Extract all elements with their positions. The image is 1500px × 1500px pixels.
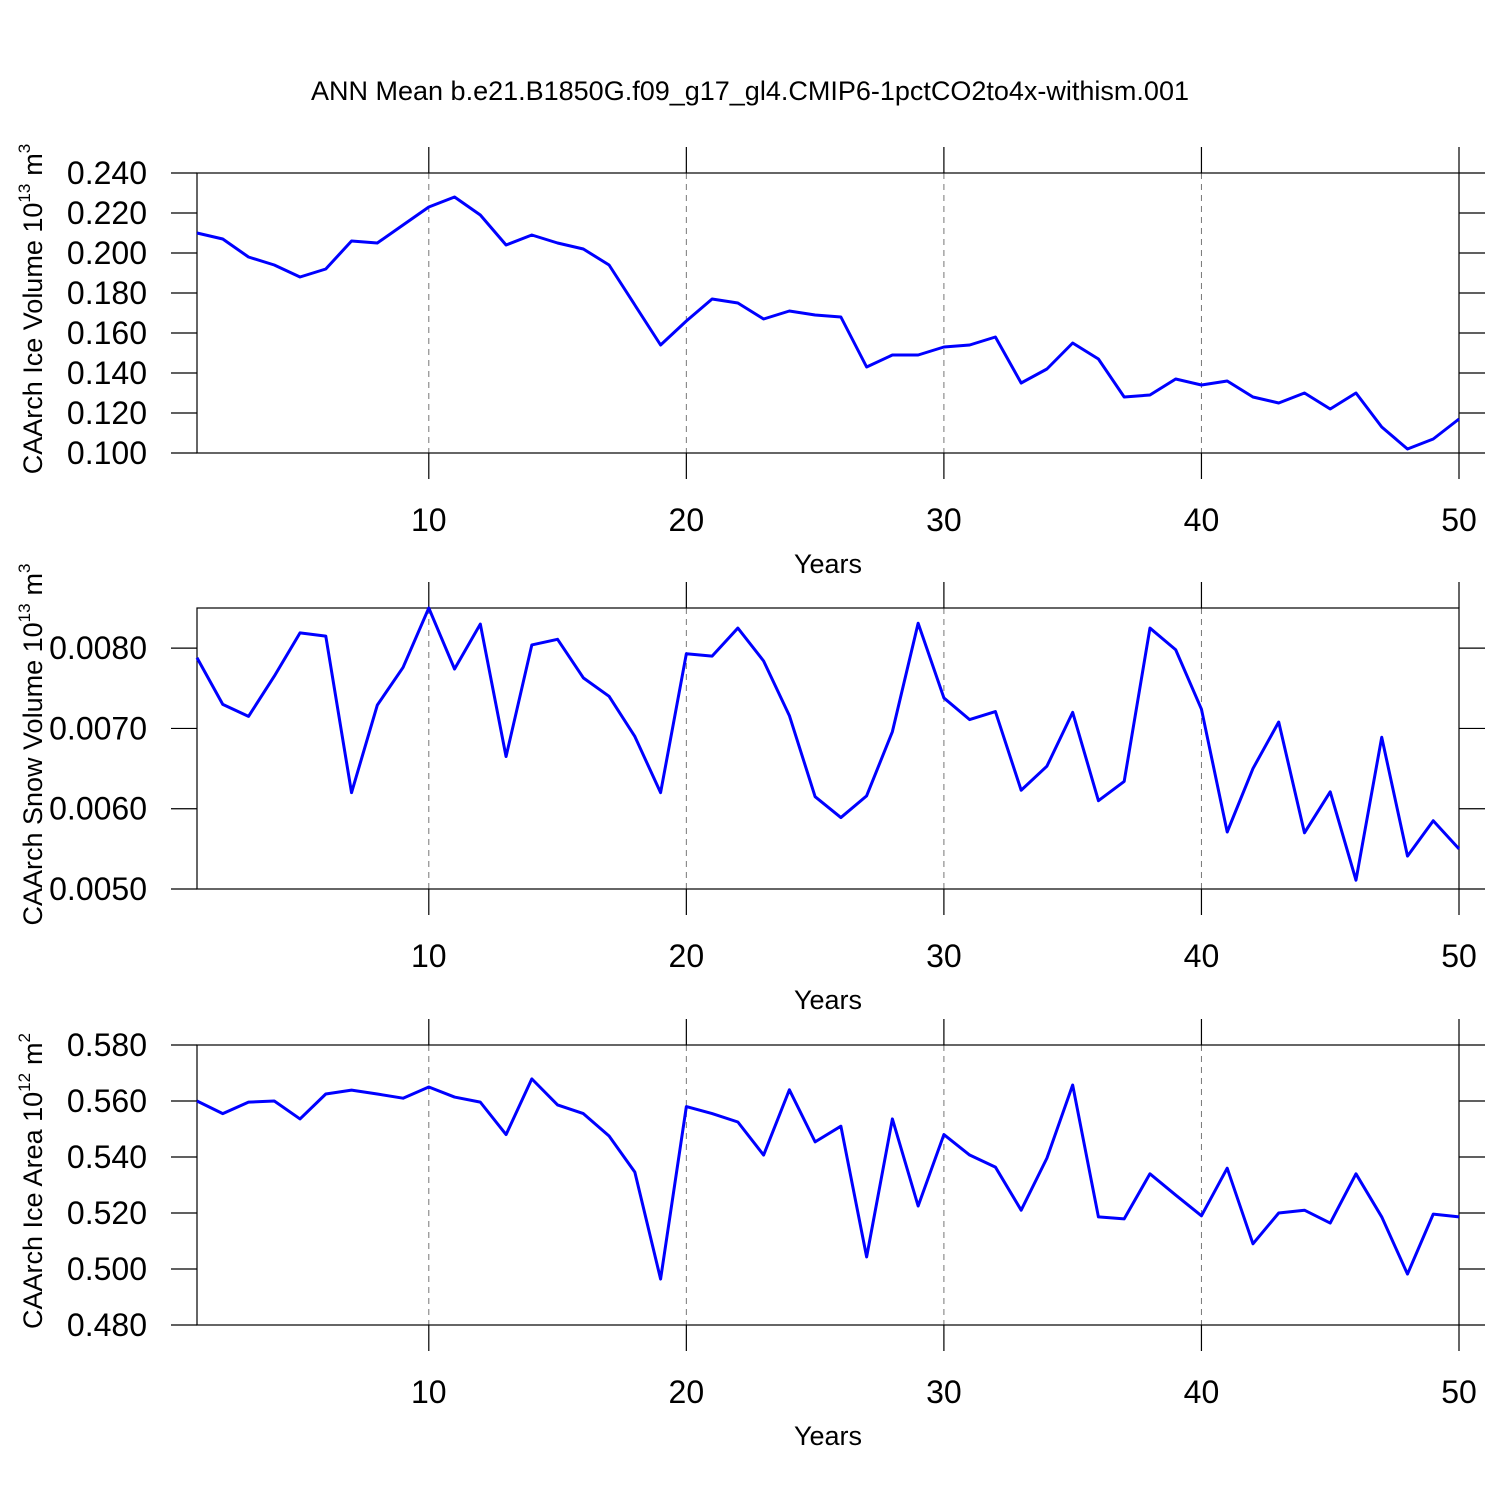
y-tick-label: 0.480 [67,1307,147,1343]
y-axis-label-text: CAArch Snow Volume 10 [18,622,48,925]
y-axis-label-text: CAArch Ice Volume 10 [18,203,48,475]
y-tick-label: 0.180 [67,275,147,311]
y-tick-label: 0.0080 [49,630,147,666]
y-tick-label: 0.520 [67,1195,147,1231]
plot-frame [196,172,1460,454]
x-tick-label: 10 [411,938,447,974]
x-axis-label: Years [794,549,862,579]
data-line [195,606,1461,882]
x-tick-label: 40 [1184,502,1220,538]
y-tick-label: 0.100 [67,435,147,471]
x-tick-label: 30 [926,1374,962,1410]
y-axis-label-unit-exponent: 3 [15,563,34,572]
y-tick-label: 0.540 [67,1139,147,1175]
y-axis-label-unit: m [18,573,48,596]
y-axis-label-text: CAArch Ice Area 10 [18,1092,48,1329]
x-tick-label: 10 [411,502,447,538]
x-tick-label: 20 [669,938,705,974]
y-tick-label: 0.580 [67,1027,147,1063]
y-axis-label-unit-exponent: 3 [15,144,34,153]
y-axis-label-unit: m [18,1042,48,1065]
x-tick-label: 40 [1184,1374,1220,1410]
plot-frame [196,1044,1460,1326]
y-axis-label-exponent: 12 [15,1073,34,1092]
y-tick-label: 0.0060 [49,791,147,827]
x-axis-label: Years [794,985,862,1015]
y-axis-label-unit: m [18,153,48,176]
x-tick-label: 10 [411,1374,447,1410]
x-tick-label: 50 [1441,502,1477,538]
y-axis-label: CAArch Ice Volume 1013 m3 [15,144,48,475]
x-tick-label: 50 [1441,938,1477,974]
x-tick-label: 30 [926,938,962,974]
figure-title: ANN Mean b.e21.B1850G.f09_g17_gl4.CMIP6-… [311,76,1189,106]
y-tick-label: 0.220 [67,195,147,231]
x-tick-label: 20 [669,502,705,538]
x-tick-label: 20 [669,1374,705,1410]
y-tick-label: 0.500 [67,1251,147,1287]
plot-frame [196,607,1460,890]
x-tick-label: 40 [1184,938,1220,974]
y-tick-label: 0.120 [67,395,147,431]
data-line [196,1077,1460,1281]
y-tick-label: 0.200 [67,235,147,271]
x-tick-label: 50 [1441,1374,1477,1410]
y-tick-label: 0.0070 [49,710,147,746]
y-axis-label: CAArch Ice Area 1012 m2 [15,1033,48,1329]
y-axis-label-exponent: 13 [15,603,34,622]
y-tick-label: 0.560 [67,1083,147,1119]
y-tick-label: 0.160 [67,315,147,351]
y-tick-label: 0.240 [67,155,147,191]
y-tick-label: 0.0050 [49,871,147,907]
y-axis-label: CAArch Snow Volume 1013 m3 [15,563,48,925]
x-tick-label: 30 [926,502,962,538]
x-axis-label: Years [794,1421,862,1451]
y-axis-label-unit-exponent: 2 [15,1033,34,1042]
y-axis-label-exponent: 13 [15,184,34,203]
y-tick-label: 0.140 [67,355,147,391]
data-line [196,195,1460,451]
